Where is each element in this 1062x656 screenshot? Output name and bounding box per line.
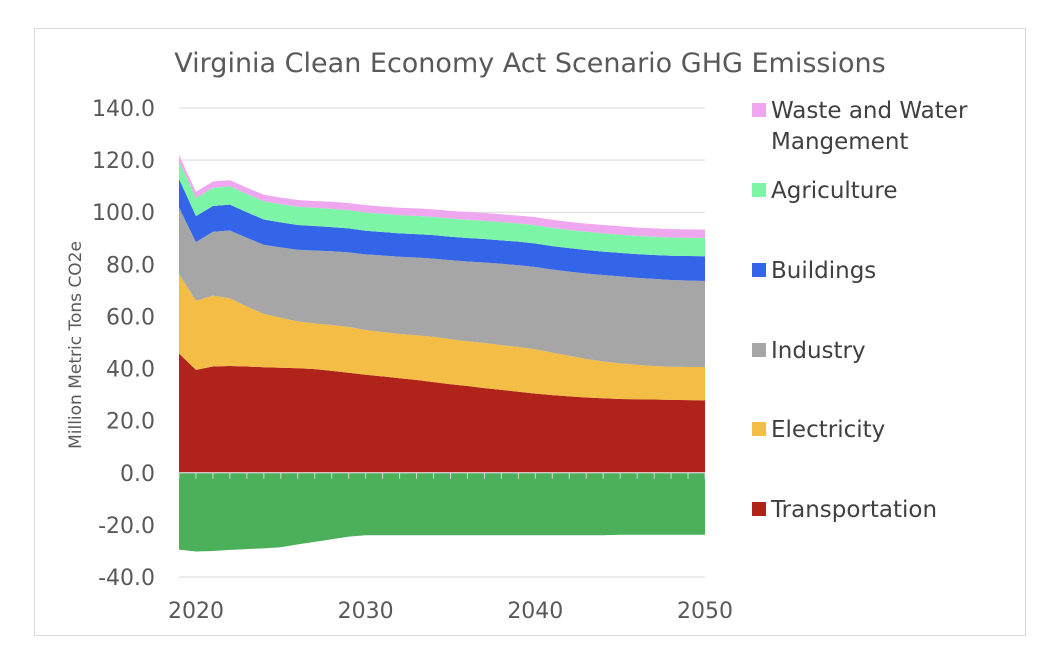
y-tick-label: -20.0 bbox=[98, 514, 155, 539]
y-tick-label: -40.0 bbox=[98, 566, 155, 591]
y-tick-label: 0.0 bbox=[120, 462, 155, 487]
area-electricity bbox=[179, 273, 705, 401]
legend-swatch bbox=[752, 422, 766, 436]
legend-swatch bbox=[752, 502, 766, 516]
legend-label: Industry bbox=[771, 338, 866, 364]
legend-label: Buildings bbox=[771, 258, 876, 284]
x-tick-label: 2030 bbox=[338, 599, 394, 624]
chart-title: Virginia Clean Economy Act Scenario GHG … bbox=[174, 48, 885, 79]
area-buildings bbox=[179, 178, 705, 282]
y-axis-label: Million Metric Tons CO2e bbox=[66, 241, 86, 449]
legend-swatch bbox=[752, 263, 766, 277]
legend-label: Agriculture bbox=[771, 178, 898, 204]
x-axis bbox=[178, 472, 706, 479]
y-tick-label: 80.0 bbox=[106, 253, 155, 278]
area-industry bbox=[179, 207, 705, 367]
y-tick-label: 100.0 bbox=[92, 201, 155, 226]
y-tick-label: 20.0 bbox=[106, 410, 155, 435]
x-tick-label: 2020 bbox=[168, 599, 224, 624]
chart-frame bbox=[34, 28, 1026, 636]
area-waste-and-water-mangement bbox=[179, 154, 705, 239]
y-tick-label: 60.0 bbox=[106, 305, 155, 330]
area-transportation bbox=[179, 353, 705, 473]
area-series bbox=[179, 154, 705, 552]
y-axis-ticks: 140.0 120.0 100.0 80.0 60.0 40.0 20.0 0.0 -20.0 -… bbox=[92, 97, 155, 591]
x-tick-label: 2040 bbox=[507, 599, 563, 624]
y-tick-label: 140.0 bbox=[92, 97, 155, 122]
x-axis-ticks: 2020 2030 2040 2050 bbox=[168, 599, 733, 624]
x-tick-label: 2050 bbox=[677, 599, 733, 624]
legend-swatch bbox=[752, 183, 766, 197]
legend: Waste and Water Mangement Agriculture Build… bbox=[752, 98, 968, 523]
legend-swatch bbox=[752, 103, 766, 117]
y-tick-label: 120.0 bbox=[92, 149, 155, 174]
area-agriculture bbox=[179, 161, 705, 257]
legend-swatch bbox=[752, 343, 766, 357]
legend-label: Mangement bbox=[771, 129, 908, 155]
legend-label: Transportation bbox=[770, 497, 937, 523]
legend-label: Waste and Water bbox=[771, 98, 968, 124]
legend-label: Electricity bbox=[771, 417, 885, 443]
y-tick-label: 40.0 bbox=[106, 358, 155, 383]
area-negative-sink bbox=[179, 472, 705, 552]
